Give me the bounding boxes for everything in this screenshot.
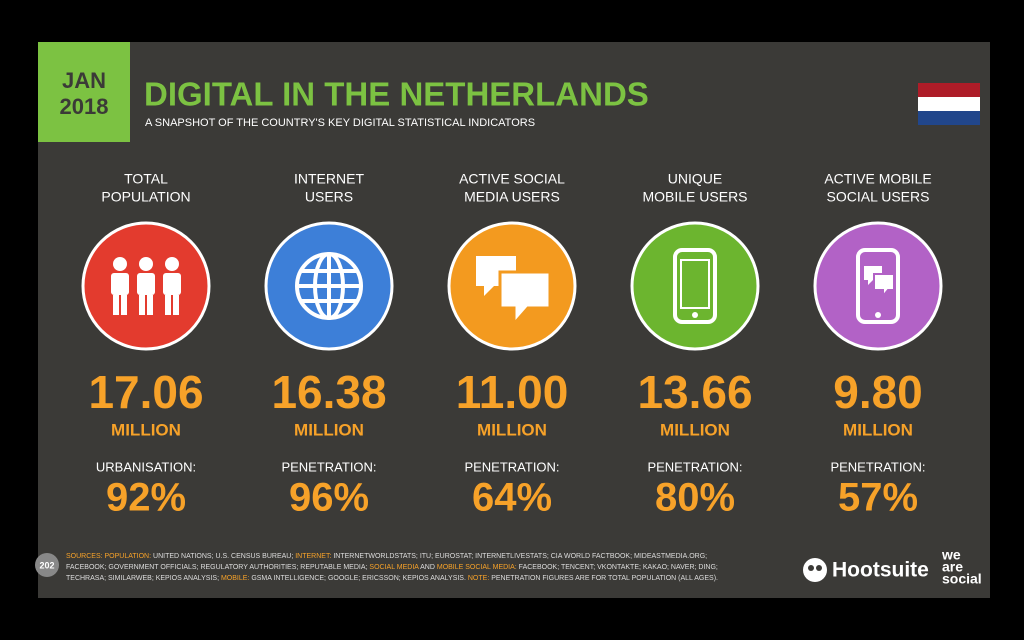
sub-value: 96% bbox=[289, 476, 369, 520]
icon-part bbox=[875, 312, 881, 318]
subtitle: A SNAPSHOT OF THE COUNTRY'S KEY DIGITAL … bbox=[145, 117, 535, 129]
stat-value: 11.00 bbox=[456, 366, 569, 418]
sources-segment: SOCIAL MEDIA bbox=[369, 564, 419, 571]
we-are-social-logo: we bbox=[941, 547, 961, 563]
sources-segment: MOBILE: bbox=[221, 575, 249, 582]
icon-part bbox=[498, 270, 552, 328]
icon-part bbox=[165, 295, 171, 315]
stat-unit: MILLION bbox=[660, 420, 730, 439]
title: DIGITAL IN THE NETHERLANDS bbox=[144, 76, 649, 113]
we-are-social-logo: are bbox=[942, 559, 963, 575]
icon-circle bbox=[630, 221, 760, 351]
sources-segment: INTERNET: bbox=[295, 553, 331, 560]
icon-part bbox=[111, 273, 129, 295]
sources-segment: SOURCES: POPULATION: bbox=[66, 553, 151, 560]
icon-part bbox=[692, 312, 698, 318]
icon-part bbox=[139, 257, 153, 271]
icon bbox=[856, 248, 900, 324]
stat-column: ACTIVE MOBILE SOCIAL USERS 9.80 MILLION PENE… bbox=[813, 171, 943, 520]
stat-column: TOTAL POPULATION 17.06 MILLION URBANISATION:… bbox=[81, 171, 211, 520]
sources-segment: FACEBOOK; GOVERNMENT OFFICIALS; REGULATO… bbox=[66, 564, 369, 571]
stat-value: 9.80 bbox=[833, 366, 923, 418]
hootsuite-logo: Hootsuite bbox=[803, 558, 929, 582]
icon-part bbox=[121, 295, 127, 315]
stat-column: ACTIVE SOCIAL MEDIA USERS 11.00 MILLION PENE… bbox=[447, 171, 577, 520]
icon-part bbox=[856, 248, 900, 324]
stat-unit: MILLION bbox=[111, 420, 181, 439]
stat-value: 13.66 bbox=[637, 366, 752, 418]
icon-part bbox=[137, 273, 155, 295]
icon bbox=[476, 256, 552, 328]
icon-part bbox=[673, 248, 717, 324]
stat-column: INTERNET USERS 16.38 MILLION PENETRATION: 96% bbox=[264, 171, 394, 520]
icon bbox=[295, 252, 363, 320]
sub-value: 80% bbox=[655, 476, 735, 520]
stat-unit: MILLION bbox=[294, 420, 364, 439]
stat-value: 17.06 bbox=[88, 366, 203, 418]
stat-value: 16.38 bbox=[271, 366, 386, 418]
stat-unit: MILLION bbox=[843, 420, 913, 439]
flag bbox=[918, 83, 980, 125]
icon-part bbox=[173, 295, 179, 315]
we-are-social-logo: social bbox=[942, 571, 982, 587]
icon-part bbox=[680, 259, 710, 309]
stat-label: MEDIA USERS bbox=[464, 189, 560, 205]
icon-part bbox=[163, 273, 181, 295]
page-number: 202 bbox=[39, 560, 54, 570]
icon-part bbox=[165, 257, 179, 271]
sub-label: URBANISATION: bbox=[96, 459, 196, 474]
stat-label: USERS bbox=[305, 189, 353, 205]
sources-segment: TECHRASA; SIMILARWEB; KEPIOS ANALYSIS; bbox=[66, 575, 221, 582]
sources-line: TECHRASA; SIMILARWEB; KEPIOS ANALYSIS; M… bbox=[66, 575, 718, 582]
sub-label: PENETRATION: bbox=[830, 459, 925, 474]
icon-part bbox=[873, 273, 895, 299]
sub-value: 64% bbox=[472, 476, 552, 520]
date-badge bbox=[38, 42, 130, 142]
sources-segment: MOBILE SOCIAL MEDIA: bbox=[437, 564, 517, 571]
stat-column: UNIQUE MOBILE USERS 13.66 MILLION PENETRATIO… bbox=[630, 171, 760, 520]
sub-label: PENETRATION: bbox=[647, 459, 742, 474]
sources-line: SOURCES: POPULATION: UNITED NATIONS; U.S… bbox=[66, 553, 707, 560]
badge-year: 2018 bbox=[60, 94, 109, 119]
icon-part bbox=[113, 295, 119, 315]
badge-month: JAN bbox=[62, 68, 106, 93]
icon bbox=[673, 248, 717, 324]
icon-part bbox=[139, 295, 145, 315]
sub-value: 92% bbox=[106, 476, 186, 520]
stat-unit: MILLION bbox=[477, 420, 547, 439]
stat-label: ACTIVE MOBILE bbox=[824, 171, 931, 187]
stat-label: TOTAL bbox=[124, 171, 168, 187]
sources-segment: AND bbox=[419, 564, 437, 571]
stat-label: ACTIVE SOCIAL bbox=[459, 171, 565, 187]
icon bbox=[111, 257, 181, 315]
sources-line: FACEBOOK; GOVERNMENT OFFICIALS; REGULATO… bbox=[66, 564, 718, 571]
sources-segment: NOTE: bbox=[468, 575, 489, 582]
icon-part bbox=[113, 257, 127, 271]
sources-segment: PENETRATION FIGURES ARE FOR TOTAL POPULA… bbox=[489, 575, 718, 582]
sources-segment: FACEBOOK; TENCENT; VKONTAKTE; KAKAO; NAV… bbox=[517, 564, 718, 571]
stat-label: MOBILE USERS bbox=[642, 189, 747, 205]
stat-label: SOCIAL USERS bbox=[827, 189, 930, 205]
stat-label: POPULATION bbox=[101, 189, 190, 205]
sources-segment: GSMA INTELLIGENCE; GOOGLE; ERICSSON; KEP… bbox=[249, 575, 468, 582]
sub-value: 57% bbox=[838, 476, 918, 520]
icon-part bbox=[147, 295, 153, 315]
sources-segment: INTERNETWORLDSTATS; ITU; EUROSTAT; INTER… bbox=[331, 553, 707, 560]
stat-label: UNIQUE bbox=[668, 171, 722, 187]
sources-segment: UNITED NATIONS; U.S. CENSUS BUREAU; bbox=[151, 553, 295, 560]
hootsuite-text: Hootsuite bbox=[832, 559, 929, 582]
page-number-badge bbox=[35, 553, 59, 577]
sub-label: PENETRATION: bbox=[464, 459, 559, 474]
stat-label: INTERNET bbox=[294, 171, 364, 187]
sub-label: PENETRATION: bbox=[281, 459, 376, 474]
